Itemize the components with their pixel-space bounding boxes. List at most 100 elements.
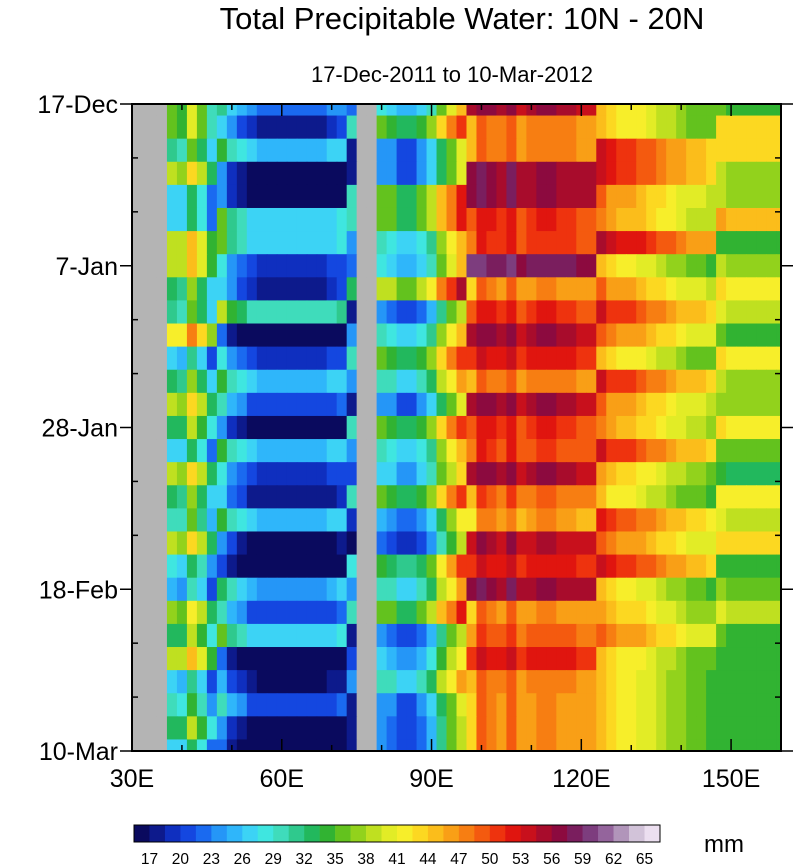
heatmap-cell [706, 300, 717, 325]
heatmap-cell [626, 693, 637, 717]
heatmap-cell [646, 554, 657, 579]
heatmap-cell [376, 115, 388, 140]
heatmap-cell [686, 392, 697, 417]
heatmap-cell [366, 647, 378, 671]
heatmap-cell [336, 392, 348, 417]
heatmap-cell [686, 104, 697, 117]
heatmap-cell [776, 346, 782, 371]
heatmap-cell [766, 716, 777, 741]
heatmap-cell [656, 207, 667, 232]
heatmap-cell [566, 277, 577, 302]
heatmap-cell [156, 392, 168, 417]
heatmap-cell [476, 508, 488, 533]
heatmap-cell [436, 693, 448, 717]
heatmap-cell [686, 161, 697, 186]
heatmap-cell [246, 508, 258, 533]
heatmap-cell [606, 231, 617, 255]
heatmap-cell [206, 115, 218, 140]
heatmap-cell [656, 415, 667, 440]
heatmap-cell [766, 508, 777, 533]
heatmap-cell [666, 277, 677, 302]
heatmap-cell [406, 323, 418, 348]
heatmap-cell [576, 600, 587, 625]
heatmap-cell [586, 600, 597, 625]
heatmap-cell [656, 600, 667, 625]
heatmap-cell [586, 670, 597, 694]
heatmap-cell [406, 577, 418, 602]
heatmap-cell [356, 231, 368, 255]
heatmap-cell [546, 670, 557, 694]
heatmap-cell [746, 693, 757, 717]
heatmap-cell [486, 485, 498, 509]
heatmap-cell [566, 577, 577, 602]
heatmap-cell [196, 531, 208, 556]
heatmap-cell [516, 277, 527, 302]
heatmap-cell [706, 161, 717, 186]
heatmap-cell [516, 670, 527, 694]
heatmap-cell [356, 462, 368, 486]
heatmap-cell [336, 415, 348, 440]
heatmap-cell [346, 739, 358, 752]
heatmap-cell [756, 277, 767, 302]
heatmap-cell [566, 415, 577, 440]
heatmap-cell [606, 392, 617, 417]
heatmap-cell [316, 716, 328, 741]
heatmap-cell [296, 531, 308, 556]
heatmap-cell [686, 508, 697, 533]
heatmap-cell [176, 693, 188, 717]
heatmap-cell [396, 531, 408, 556]
heatmap-cell [546, 716, 557, 741]
heatmap-cell [286, 231, 298, 255]
colorbar-swatch [567, 825, 583, 842]
heatmap-cell [726, 207, 737, 232]
heatmap-cell [326, 462, 338, 486]
heatmap-cell [286, 600, 298, 625]
heatmap-cell [132, 254, 138, 278]
heatmap-cell [316, 254, 328, 278]
heatmap-cell [486, 254, 498, 278]
heatmap-cell [326, 300, 338, 325]
heatmap-cell [216, 577, 228, 602]
heatmap-cell [636, 716, 647, 741]
heatmap-cell [356, 277, 368, 302]
heatmap-cell [146, 369, 158, 394]
heatmap-cell [316, 231, 328, 255]
heatmap-cell [776, 739, 782, 752]
heatmap-cell [556, 485, 567, 509]
heatmap-cell [746, 647, 757, 671]
heatmap-cell [716, 554, 727, 579]
heatmap-cell [146, 531, 158, 556]
heatmap-cell [636, 323, 647, 348]
heatmap-cell [496, 369, 508, 394]
heatmap-cell [696, 577, 707, 602]
heatmap-cell [496, 161, 508, 186]
heatmap-cell [176, 115, 188, 140]
heatmap-cell [406, 439, 418, 463]
heatmap-cell [356, 577, 368, 602]
y-tick-label: 18-Feb [39, 576, 118, 604]
heatmap-cell [686, 485, 697, 509]
heatmap-cell [606, 184, 617, 209]
heatmap-cell [756, 600, 767, 625]
heatmap-cell [176, 577, 188, 602]
heatmap-cell [286, 739, 298, 752]
heatmap-cell [756, 531, 767, 556]
heatmap-cell [246, 369, 258, 394]
heatmap-cell [696, 369, 707, 394]
heatmap-cell [276, 138, 288, 163]
heatmap-cell [236, 508, 248, 533]
heatmap-cell [456, 184, 468, 209]
colorbar-tick-label: 23 [203, 851, 220, 866]
heatmap-cell [546, 300, 557, 325]
heatmap-cell [706, 508, 717, 533]
heatmap-cell [656, 231, 667, 255]
heatmap-cell [686, 346, 697, 371]
heatmap-cell [226, 647, 238, 671]
heatmap-cell [526, 462, 537, 486]
heatmap-cell [736, 277, 747, 302]
heatmap-cell [406, 623, 418, 648]
heatmap-cell [266, 300, 278, 325]
heatmap-cell [676, 346, 687, 371]
heatmap-cell [296, 554, 308, 579]
heatmap-cell [132, 577, 138, 602]
